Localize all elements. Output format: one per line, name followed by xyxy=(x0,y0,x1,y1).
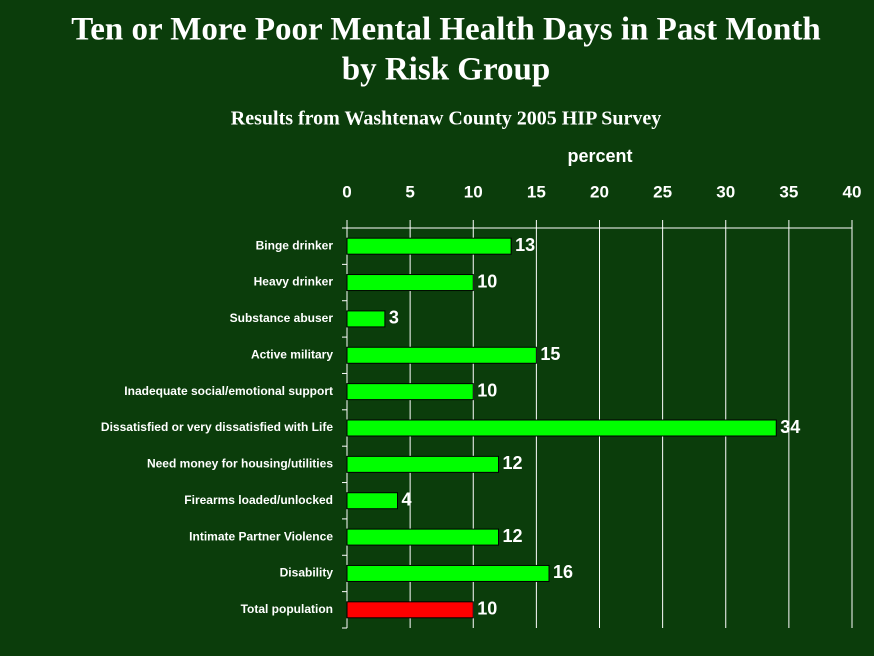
y-tick-label: Inadequate social/emotional support xyxy=(124,384,333,398)
bar xyxy=(346,419,777,437)
bar xyxy=(346,383,474,401)
value-label: 4 xyxy=(402,489,412,509)
bar xyxy=(346,455,499,473)
y-tick-label: Active military xyxy=(251,347,333,361)
value-label: 12 xyxy=(503,453,523,473)
x-tick-label: 0 xyxy=(342,182,351,201)
bar xyxy=(346,492,398,510)
x-tick-label: 15 xyxy=(527,182,546,201)
x-tick-label: 10 xyxy=(464,182,483,201)
x-tick-label: 25 xyxy=(653,182,672,201)
chart-subtitle: Results from Washtenaw County 2005 HIP S… xyxy=(231,108,661,130)
y-tick-label: Firearms loaded/unlocked xyxy=(184,493,333,507)
y-tick-label: Disability xyxy=(280,566,334,580)
value-label: 13 xyxy=(515,235,535,255)
y-tick-label: Heavy drinker xyxy=(254,275,334,289)
bar xyxy=(346,346,537,364)
x-tick-label: 5 xyxy=(405,182,414,201)
bar xyxy=(346,310,386,328)
value-label: 12 xyxy=(503,526,523,546)
value-label: 10 xyxy=(477,380,497,400)
y-tick-label: Intimate Partner Violence xyxy=(189,529,333,543)
chart-title: Ten or More Poor Mental Health Days in P… xyxy=(71,12,821,48)
x-axis-label: percent xyxy=(567,146,632,166)
y-tick-label: Need money for housing/utilities xyxy=(147,457,333,471)
value-label: 15 xyxy=(540,344,560,364)
chart-title: by Risk Group xyxy=(342,52,550,88)
y-tick-label: Binge drinker xyxy=(256,238,334,252)
y-tick-label: Substance abuser xyxy=(230,311,334,325)
bar xyxy=(346,274,474,292)
bar xyxy=(346,564,550,582)
value-label: 16 xyxy=(553,562,573,582)
x-tick-label: 40 xyxy=(843,182,862,201)
x-tick-label: 30 xyxy=(716,182,735,201)
bar xyxy=(346,237,512,255)
value-label: 10 xyxy=(477,599,497,619)
x-tick-label: 35 xyxy=(779,182,798,201)
bar xyxy=(346,601,474,619)
value-label: 3 xyxy=(389,308,399,328)
value-label: 34 xyxy=(780,417,800,437)
x-tick-label: 20 xyxy=(590,182,609,201)
y-tick-label: Total population xyxy=(241,602,333,616)
bar xyxy=(346,528,499,546)
y-tick-label: Dissatisfied or very dissatisfied with L… xyxy=(101,420,333,434)
value-label: 10 xyxy=(477,271,497,291)
